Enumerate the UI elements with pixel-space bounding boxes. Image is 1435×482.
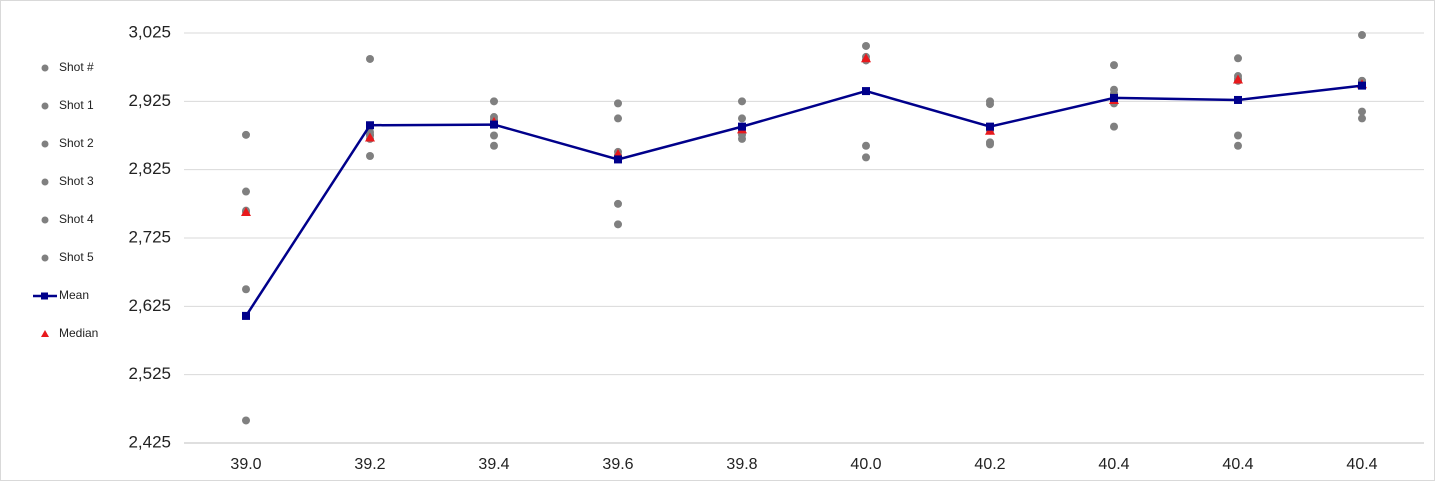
mean-point xyxy=(242,311,250,320)
shot-point xyxy=(738,114,746,123)
y-tick-label: 3,025 xyxy=(128,22,171,41)
shot-point xyxy=(242,285,250,294)
legend-label: Shot 2 xyxy=(59,136,94,150)
shot-point xyxy=(1358,107,1366,116)
x-tick-label: 40.4 xyxy=(1098,456,1129,473)
shot-point xyxy=(242,416,250,425)
shot-point xyxy=(366,54,374,63)
grid-layer xyxy=(184,32,1424,376)
legend-dot-icon xyxy=(41,102,49,110)
x-tick-label: 39.6 xyxy=(602,456,633,473)
shot-point xyxy=(1234,54,1242,63)
mean-point xyxy=(366,121,374,130)
legend-item: Shot 4 xyxy=(41,212,94,226)
shot-point xyxy=(862,141,870,150)
legend-item: Shot # xyxy=(41,60,94,74)
legend-label: Shot # xyxy=(59,60,94,74)
legend-label: Shot 5 xyxy=(59,250,94,264)
x-tick-label: 39.0 xyxy=(230,456,261,473)
legend-square-icon xyxy=(41,292,48,300)
mean-line xyxy=(244,84,1363,317)
legend-label: Shot 4 xyxy=(59,212,94,226)
shot-point xyxy=(490,97,498,106)
median-point xyxy=(365,132,375,142)
shot-point xyxy=(986,100,994,109)
median-point xyxy=(861,53,871,63)
shot-point xyxy=(614,99,622,108)
shot-point xyxy=(1234,131,1242,140)
mean-point xyxy=(862,87,870,96)
legend-item: Shot 3 xyxy=(41,174,94,188)
shot-point xyxy=(614,114,622,123)
x-tick-label: 39.8 xyxy=(726,456,757,473)
x-tick-label: 39.4 xyxy=(478,456,509,473)
legend: Shot # Shot 1 Shot 2 Shot 3 Shot 4 Shot 5 Mean… xyxy=(33,60,98,340)
y-tick-label: 2,725 xyxy=(128,227,171,246)
x-tick-label: 40.2 xyxy=(974,456,1005,473)
legend-triangle-icon xyxy=(41,330,49,337)
legend-dot-icon xyxy=(41,178,49,186)
shot-point xyxy=(242,187,250,196)
legend-label: Mean xyxy=(59,288,89,302)
legend-item: Shot 5 xyxy=(41,250,94,264)
legend-item: Median xyxy=(41,326,98,340)
mean-point xyxy=(986,122,994,131)
median-point xyxy=(1233,74,1243,84)
legend-item: Shot 2 xyxy=(41,136,94,150)
legend-dot-icon xyxy=(41,140,49,148)
legend-item: Shot 1 xyxy=(41,98,94,112)
x-tick-label: 40.4 xyxy=(1346,456,1377,473)
axis-layer: 3,025 2,925 2,825 2,725 2,625 2,525 2,425 39.0 3… xyxy=(128,22,1424,473)
shot-point xyxy=(242,130,250,139)
x-tick-label: 40.4 xyxy=(1222,456,1253,473)
legend-dot-icon xyxy=(41,64,49,72)
y-tick-label: 2,825 xyxy=(128,159,171,178)
legend-label: Shot 3 xyxy=(59,174,94,188)
y-tick-label: 2,925 xyxy=(128,91,171,110)
shot-point xyxy=(614,220,622,229)
mean-point xyxy=(1358,81,1366,90)
shot-point xyxy=(1358,31,1366,40)
mean-point xyxy=(614,155,622,164)
shot-point xyxy=(490,141,498,150)
shot-point xyxy=(490,131,498,140)
shot-point xyxy=(1110,122,1118,131)
mean-point xyxy=(1110,93,1118,102)
shot-point xyxy=(862,41,870,50)
legend-dot-icon xyxy=(41,254,49,262)
x-tick-label: 39.2 xyxy=(354,456,385,473)
y-tick-label: 2,425 xyxy=(128,432,171,451)
legend-label: Shot 1 xyxy=(59,98,94,112)
mean-point xyxy=(490,120,498,129)
shot-point xyxy=(738,97,746,106)
shot-point xyxy=(1234,141,1242,150)
legend-label: Median xyxy=(59,326,98,340)
mean-point xyxy=(738,122,746,131)
shot-point xyxy=(986,140,994,149)
legend-item: Mean xyxy=(33,288,89,302)
shot-point xyxy=(862,153,870,162)
legend-dot-icon xyxy=(41,216,49,224)
y-tick-label: 2,625 xyxy=(128,296,171,315)
shot-point xyxy=(1358,114,1366,123)
x-tick-label: 40.0 xyxy=(850,456,881,473)
shot-point xyxy=(1110,61,1118,70)
shot-point xyxy=(366,152,374,160)
median-point xyxy=(241,207,251,217)
mean-point xyxy=(1234,95,1242,104)
shot-point xyxy=(614,199,622,208)
y-tick-label: 2,525 xyxy=(128,364,171,383)
series-layer xyxy=(241,31,1367,425)
